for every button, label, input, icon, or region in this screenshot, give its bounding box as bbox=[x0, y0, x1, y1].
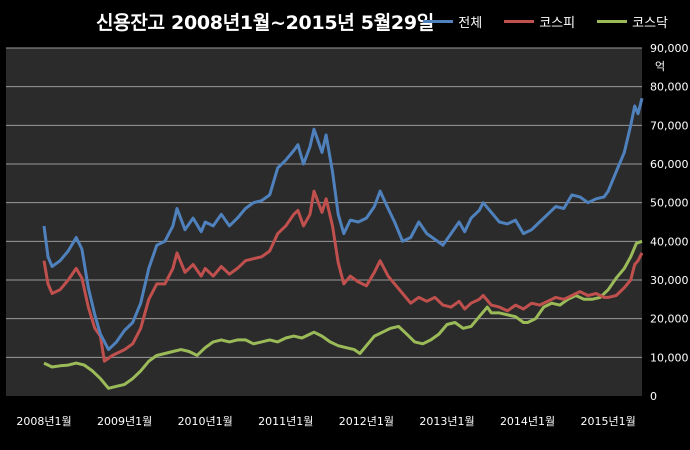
y-tick-label: 40,000 bbox=[650, 235, 689, 248]
x-tick-label: 2008년1월 bbox=[16, 415, 71, 428]
x-tick-label: 2014년1월 bbox=[500, 415, 555, 428]
chart-title: 신용잔고 2008년1월~2015년 5월29일 bbox=[96, 12, 434, 34]
legend-label-total: 전체 bbox=[458, 16, 483, 31]
x-tick-label: 2009년1월 bbox=[97, 415, 152, 428]
y-axis-ticks: 90,000 80,000 70,000 60,000 50,000 40,000 30,0… bbox=[650, 42, 689, 403]
y-tick-label: 30,000 bbox=[650, 274, 689, 287]
series-lines bbox=[42, 97, 644, 390]
y-tick-label: 20,000 bbox=[650, 313, 689, 326]
legend-label-kosdaq: 코스닥 bbox=[632, 16, 668, 31]
y-tick-label: 80,000 bbox=[650, 81, 689, 94]
x-tick-label: 2012년1월 bbox=[339, 415, 394, 428]
series-line bbox=[43, 239, 643, 390]
y-tick-label: 0 bbox=[650, 390, 657, 403]
series-line bbox=[42, 97, 644, 352]
legend-item-total: 전체 bbox=[423, 12, 482, 31]
legend-swatch-total bbox=[423, 20, 454, 23]
x-tick-label: 2011년1월 bbox=[258, 415, 313, 428]
y-tick-label: 50,000 bbox=[650, 197, 689, 210]
legend-swatch-kospi bbox=[504, 20, 535, 23]
y-tick-label: 10,000 bbox=[650, 351, 689, 364]
series-line bbox=[42, 189, 644, 363]
legend-item-kospi: 코스피 bbox=[504, 12, 575, 31]
legend-item-kosdaq: 코스닥 bbox=[597, 12, 668, 31]
y-tick-label: 90,000 bbox=[650, 42, 689, 55]
legend-label-kospi: 코스피 bbox=[539, 16, 576, 31]
y-axis-unit-label: 억 bbox=[655, 60, 665, 73]
legend-swatch-kosdaq bbox=[597, 20, 628, 23]
x-tick-label: 2015년1월 bbox=[581, 415, 636, 428]
x-tick-label: 2010년1월 bbox=[178, 415, 233, 428]
legend: 전체 코스피 코스닥 bbox=[423, 12, 668, 31]
x-axis-ticks: 2008년1월 2009년1월 2010년1월 2011년1월 2012년1월 2013년… bbox=[16, 415, 635, 428]
y-tick-label: 60,000 bbox=[650, 158, 689, 171]
y-tick-label: 70,000 bbox=[650, 119, 689, 132]
x-tick-label: 2013년1월 bbox=[419, 415, 474, 428]
